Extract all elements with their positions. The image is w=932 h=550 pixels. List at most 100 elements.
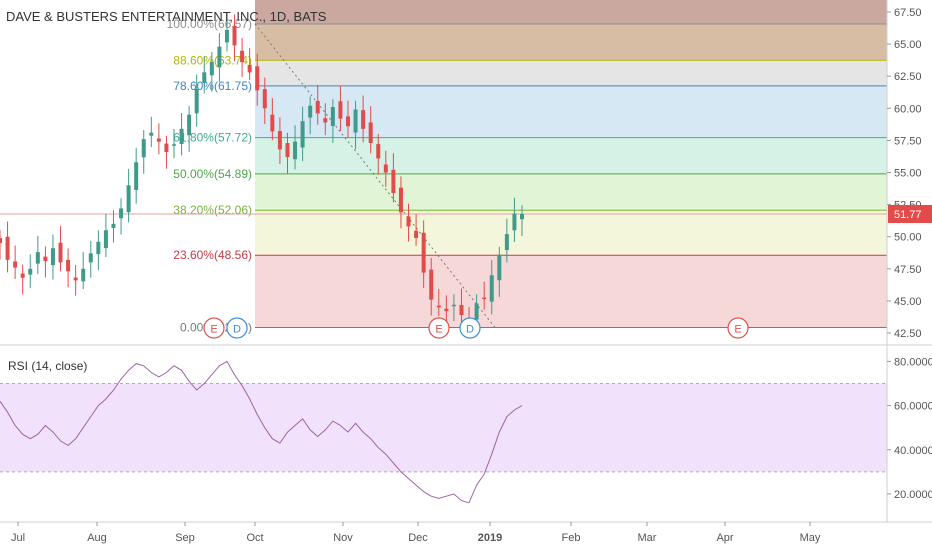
candle-body: [436, 305, 441, 308]
rsi-title: RSI (14, close): [8, 359, 87, 373]
fib-band: [255, 85, 887, 138]
candle-body: [164, 143, 169, 152]
y-tick-label: 57.50: [894, 135, 922, 147]
x-tick-label: Dec: [408, 532, 428, 544]
y-tick-label: 65.00: [894, 39, 922, 51]
x-tick-label: Apr: [716, 532, 733, 544]
candle-body: [293, 141, 298, 160]
candle-body: [361, 110, 366, 129]
candle-body: [111, 223, 116, 228]
candle-body: [126, 185, 131, 213]
candle-body: [376, 144, 381, 159]
candle-body: [338, 101, 343, 119]
candle-body: [0, 237, 2, 244]
candle-body: [451, 304, 456, 307]
candle-body: [149, 132, 154, 136]
fib-band: [255, 23, 887, 61]
rsi-y-tick-label: 40.0000: [894, 445, 932, 457]
marker-label: E: [734, 324, 741, 336]
candle-body: [96, 241, 101, 255]
fib-band: [255, 137, 887, 174]
candle-body: [270, 114, 275, 132]
candle-body: [209, 62, 214, 76]
candle-body: [391, 169, 396, 194]
candle-body: [232, 25, 237, 46]
candle-body: [497, 254, 502, 281]
candle-body: [119, 208, 124, 219]
y-tick-label: 55.00: [894, 168, 922, 180]
rsi-line: [0, 360, 523, 504]
candle-body: [88, 253, 93, 263]
candle-body: [459, 304, 464, 316]
candle-body: [50, 248, 55, 266]
candle-body: [323, 118, 328, 123]
candle-body: [141, 139, 146, 158]
earnings-marker: [428, 317, 450, 339]
fib-level-label: 61.80%(57.72): [173, 131, 252, 145]
candle-body: [81, 268, 86, 282]
candle-body: [482, 297, 487, 300]
candle-body: [368, 122, 373, 143]
candle-body: [202, 72, 207, 84]
price-tag: [888, 204, 932, 223]
candle-body: [13, 261, 18, 268]
rsi-band: [0, 383, 887, 472]
marker-label: E: [435, 324, 442, 336]
candlestick-series: [0, 13, 524, 337]
y-tick-label: 47.50: [894, 264, 922, 276]
x-tick-label: Sep: [175, 532, 195, 544]
y-tick-label: 60.00: [894, 103, 922, 115]
x-tick-label: May: [800, 532, 821, 544]
candle-body: [187, 114, 192, 136]
candle-body: [172, 144, 176, 146]
fib-level-label: 23.60%(48.56): [173, 248, 252, 262]
candle-body: [406, 216, 411, 227]
candle-body: [43, 256, 48, 262]
price-tag-label: 51.77: [894, 209, 922, 221]
fib-level-label: 100.00%(66.57): [167, 17, 252, 31]
candle-body: [414, 230, 419, 238]
y-tick-label: 67.50: [894, 7, 922, 19]
candle-body: [489, 275, 494, 302]
candle-body: [262, 89, 267, 109]
candle-body: [277, 130, 282, 150]
candle-body: [504, 234, 509, 251]
candle-body: [179, 128, 184, 144]
rsi-y-tick-label: 60.0000: [894, 401, 932, 413]
candle-body: [255, 66, 260, 91]
candle-body: [247, 64, 252, 73]
candle-body: [134, 162, 139, 191]
x-tick-label: Oct: [246, 532, 263, 544]
y-tick-label: 45.00: [894, 296, 922, 308]
fib-band: [255, 210, 887, 256]
y-tick-label: 50.00: [894, 232, 922, 244]
candle-body: [353, 109, 358, 133]
candle-body: [398, 187, 403, 213]
marker-label: D: [233, 324, 241, 336]
candle-body: [66, 259, 71, 272]
candle-body: [194, 89, 199, 114]
candle-body: [308, 105, 313, 118]
fib-level-label: 88.60%(63.74): [173, 53, 252, 67]
x-tick-label: Feb: [562, 532, 581, 544]
x-tick-label: Aug: [87, 532, 107, 544]
fib-band: [255, 255, 887, 328]
fib-level-label: 50.00%(54.89): [173, 167, 252, 181]
dividend-marker: [459, 317, 481, 339]
marker-label: E: [210, 324, 217, 336]
candle-body: [520, 213, 524, 220]
rsi-y-tick-label: 80.0000: [894, 356, 932, 368]
candle-body: [20, 273, 25, 278]
y-tick-label: 42.50: [894, 328, 922, 340]
fib-level-label: 78.60%(61.75): [173, 79, 252, 93]
dividend-marker: [226, 317, 248, 339]
candle-body: [240, 50, 245, 63]
candle-body: [383, 164, 388, 173]
candle-body: [315, 100, 320, 114]
candle-body: [474, 303, 479, 320]
candle-body: [330, 107, 335, 127]
rsi-panel: [0, 344, 932, 504]
candle-body: [28, 268, 33, 275]
